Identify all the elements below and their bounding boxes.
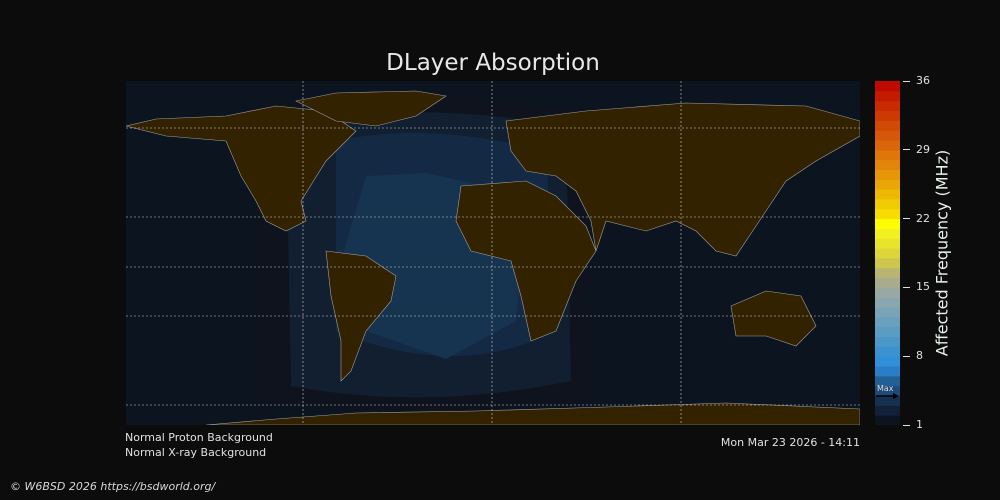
colorbar-segment [875,267,900,279]
colorbar-segment [875,316,900,328]
world-map [126,81,860,425]
max-marker-label: Max [877,384,894,393]
colorbar-segment [875,228,900,239]
colorbar-segment [875,346,900,357]
colorbar-segment [875,356,900,367]
colorbar-segment [875,179,900,190]
colorbar-segment [875,208,900,220]
colorbar-segment [875,326,900,338]
colorbar-tick: 15 [903,280,930,293]
chart-title: DLayer Absorption [386,50,600,76]
colorbar-segment [875,257,900,269]
colorbar-segment [875,218,900,229]
colorbar-segment [875,405,900,416]
colorbar-segment [875,100,900,111]
colorbar-segment [875,81,900,92]
colorbar-segment [875,169,900,180]
colorbar-tick: 1 [903,418,923,431]
colorbar-segment [875,287,900,298]
colorbar [875,81,900,425]
colorbar-segment [875,90,900,102]
proton-status: Normal Proton Background [125,431,273,444]
north-america [126,105,357,232]
colorbar-segment [875,248,900,259]
colorbar-segment [875,366,900,377]
colorbar-segment [875,238,900,249]
continents [126,90,860,425]
africa [455,180,597,342]
colorbar-segment [875,395,900,406]
timestamp: Mon Mar 23 2026 - 14:11 [720,436,860,449]
colorbar-tick: 29 [903,143,930,156]
australia [730,290,817,347]
colorbar-tick: 22 [903,212,930,225]
colorbar-segment [875,149,900,161]
colorbar-label: Affected Frequency (MHz) [932,149,952,357]
colorbar-segment [875,110,900,121]
copyright: © W6BSD 2026 https://bsdworld.org/ [10,480,216,493]
colorbar-tick: 8 [903,349,923,362]
colorbar-segment [875,385,900,397]
colorbar-segment [875,277,900,288]
colorbar-segment [875,297,900,308]
antarctica [205,402,860,425]
colorbar-segment [875,159,900,170]
graticule [126,81,860,425]
colorbar-segment [875,415,900,425]
colorbar-tick: 36 [903,74,930,87]
colorbar-segment [875,375,900,387]
colorbar-segment [875,307,900,318]
colorbar-segment [875,198,900,210]
eurasia [505,102,860,257]
greenland [295,90,447,127]
max-arrow-icon [876,393,899,399]
colorbar-segment [875,336,900,347]
xray-status: Normal X-ray Background [125,446,267,459]
colorbar-segment [875,139,900,151]
colorbar-segment [875,189,900,200]
south-america [325,250,397,382]
colorbar-segment [875,120,900,131]
colorbar-segment [875,130,900,141]
